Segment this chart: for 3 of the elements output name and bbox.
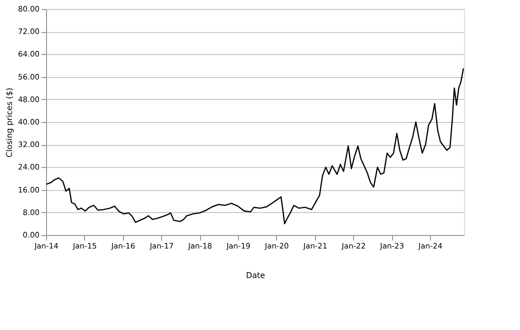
line-series [46,68,464,224]
x-axis-title: Date [246,271,266,280]
y-axis-title: Closing prices ($) [5,88,14,158]
